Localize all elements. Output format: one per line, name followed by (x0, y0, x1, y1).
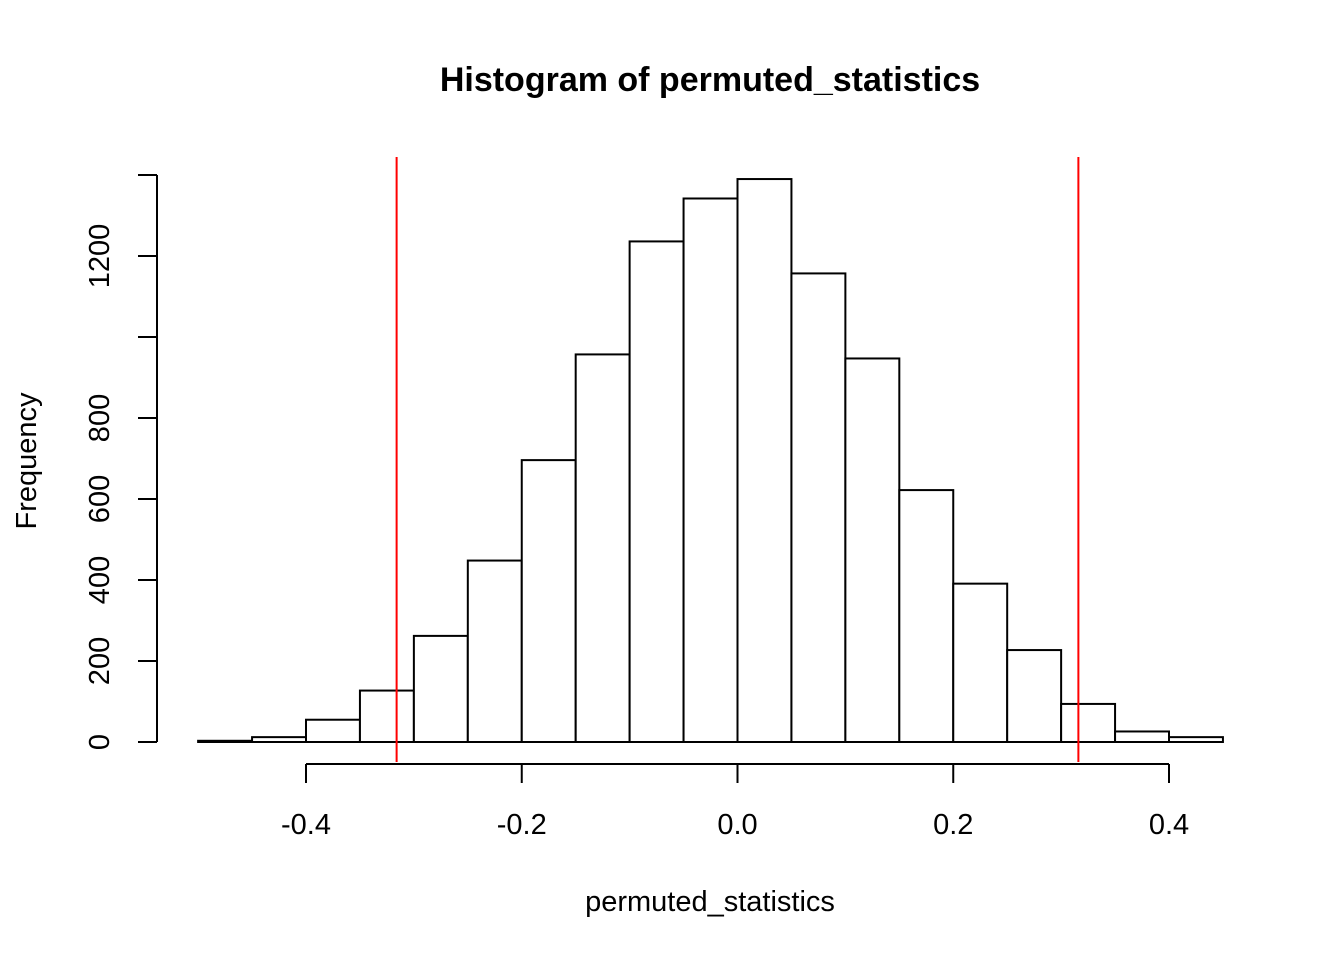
x-tick-label: -0.4 (281, 809, 331, 841)
x-tick-label: 0.0 (717, 809, 757, 841)
histogram-bar (952, 582, 1009, 744)
y-axis: 0 200 400 600 800 1200 (84, 174, 158, 750)
chart-title: Histogram of permuted_statistics (440, 61, 980, 99)
histogram-bar (1114, 730, 1170, 743)
histogram-bar (628, 240, 685, 743)
y-tick-label: 1200 (84, 224, 116, 289)
histogram-bar (898, 489, 955, 743)
histogram-bar (1060, 702, 1117, 743)
x-axis: -0.4 -0.2 0.0 0.2 0.4 (281, 763, 1189, 841)
y-tick-label: 400 (84, 556, 116, 604)
histogram-bar (736, 178, 793, 744)
histogram-bar (197, 739, 254, 743)
x-axis-label: permuted_statistics (585, 886, 835, 918)
histogram-bar (682, 197, 739, 744)
y-tick-label: 200 (84, 637, 116, 685)
x-tick-label: -0.2 (497, 809, 547, 841)
x-tick-label: 0.4 (1149, 809, 1189, 841)
histogram-bar (574, 353, 631, 743)
histogram-bar (251, 736, 307, 744)
critical-lines-group (395, 157, 1080, 762)
histogram-bar (520, 459, 577, 743)
histogram-bar (466, 559, 523, 743)
histogram-bar (844, 357, 901, 743)
x-tick-label: 0.2 (933, 809, 973, 841)
bars-group (197, 178, 1224, 744)
histogram-bar (1168, 736, 1224, 744)
histogram-bar (358, 689, 415, 744)
y-axis-label: Frequency (11, 392, 43, 530)
histogram-bar (305, 718, 361, 743)
y-tick-label: 600 (84, 475, 116, 523)
y-tick-label: 0 (84, 734, 116, 750)
histogram-bar (1006, 649, 1063, 743)
histogram-bar (412, 634, 469, 744)
histogram-bar (790, 272, 847, 743)
y-tick-label: 800 (84, 394, 116, 442)
